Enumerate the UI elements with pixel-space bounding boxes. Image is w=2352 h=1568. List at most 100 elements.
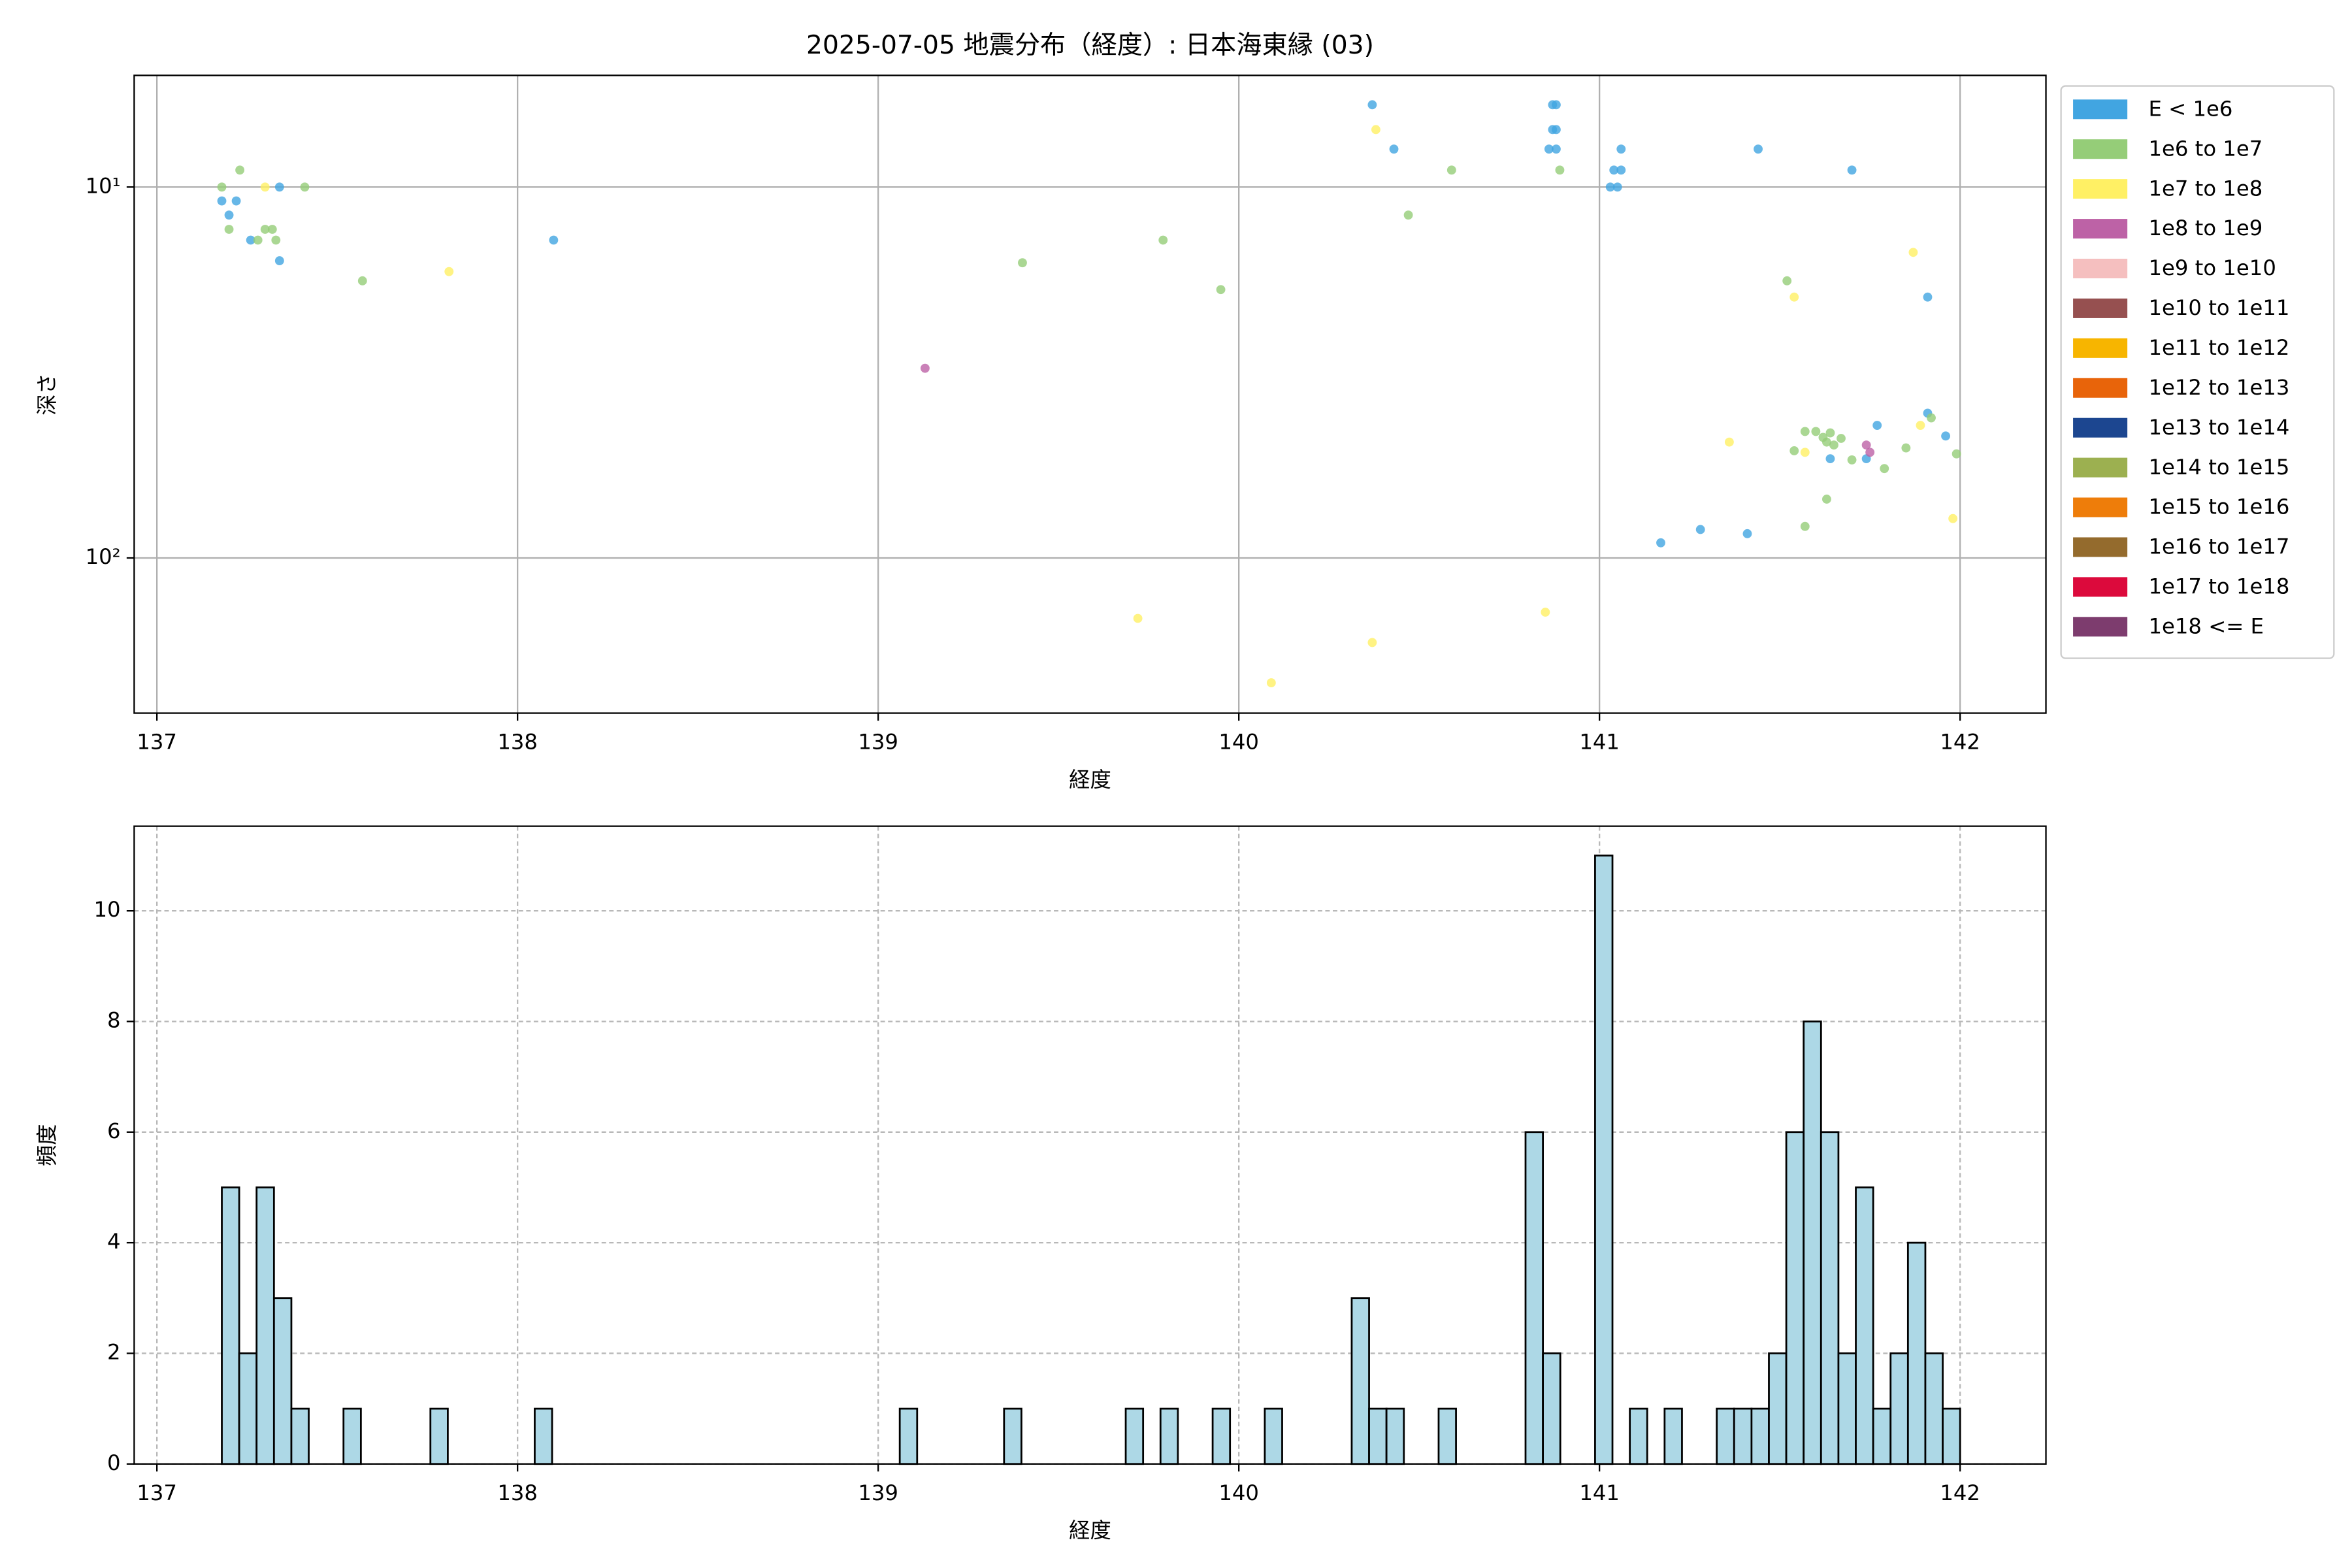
y-tick-label: 10²	[86, 544, 121, 569]
legend-swatch	[2073, 497, 2128, 517]
y-tick-label: 0	[107, 1450, 121, 1475]
histogram-bar	[1820, 1131, 1840, 1465]
data-point	[1555, 165, 1565, 175]
data-point	[1861, 440, 1871, 450]
data-point	[1605, 182, 1615, 192]
data-point	[1941, 431, 1951, 441]
legend-swatch	[2073, 298, 2128, 318]
x-axis-label: 経度	[1069, 767, 1111, 792]
data-point	[1952, 449, 1961, 459]
data-point	[549, 235, 559, 245]
data-point	[1609, 165, 1619, 175]
data-point	[274, 182, 284, 192]
legend-swatch	[2073, 259, 2128, 278]
y-tick-label: 4	[107, 1229, 121, 1254]
x-tick-label: 142	[1940, 730, 1980, 755]
histogram-bar	[1124, 1407, 1145, 1465]
legend-label: 1e7 to 1e8	[2148, 176, 2262, 201]
histogram-bar	[1733, 1407, 1753, 1465]
x-tick-label: 138	[497, 1480, 538, 1505]
legend-label: 1e10 to 1e11	[2148, 295, 2289, 320]
data-point	[1908, 248, 1918, 257]
x-tick-label: 139	[858, 730, 898, 755]
histogram-bar	[1942, 1407, 1961, 1465]
legend-label: 1e18 <= E	[2148, 613, 2264, 638]
histogram-bar	[429, 1407, 449, 1465]
legend-label: 1e6 to 1e7	[2148, 136, 2262, 161]
histogram-bar	[1264, 1407, 1283, 1465]
data-point	[1901, 443, 1911, 453]
legend-label: E < 1e6	[2148, 96, 2232, 121]
data-point	[1389, 144, 1399, 154]
data-point	[231, 196, 241, 206]
y-tick-label: 8	[107, 1007, 121, 1032]
y-tick-label: 6	[107, 1119, 121, 1143]
data-point	[253, 235, 263, 245]
data-point	[1865, 448, 1875, 457]
histogram-bar	[1906, 1241, 1927, 1465]
legend-label: 1e15 to 1e16	[2148, 495, 2289, 519]
histogram-bar	[898, 1407, 919, 1465]
data-point	[1789, 446, 1799, 455]
legend-swatch	[2073, 417, 2128, 438]
legend-label: 1e14 to 1e15	[2148, 455, 2289, 480]
histogram-bar	[1750, 1407, 1770, 1465]
histogram-bar	[1663, 1407, 1683, 1465]
data-point	[1656, 538, 1665, 547]
data-point	[1880, 464, 1889, 474]
histogram-bar	[1594, 855, 1614, 1465]
histogram-bar	[1803, 1021, 1822, 1465]
data-point	[1948, 514, 1958, 523]
data-point	[217, 196, 227, 206]
data-point	[1551, 125, 1561, 135]
data-point	[1789, 292, 1799, 302]
y-tick-label: 10	[94, 897, 121, 922]
histogram-bar	[255, 1186, 275, 1465]
data-point	[1811, 427, 1821, 436]
legend-swatch	[2073, 99, 2128, 120]
histogram-bar	[1855, 1186, 1874, 1465]
data-point	[1923, 292, 1933, 302]
x-tick-label: 137	[137, 1480, 177, 1505]
data-point	[1133, 613, 1143, 623]
data-point	[1800, 448, 1810, 457]
data-point	[1847, 455, 1857, 465]
legend-label: 1e8 to 1e9	[2148, 216, 2262, 240]
data-point	[357, 276, 367, 286]
histogram-bar	[1159, 1407, 1179, 1465]
data-point	[1829, 440, 1838, 450]
data-point	[1158, 235, 1168, 245]
data-point	[1018, 258, 1027, 268]
data-point	[224, 225, 234, 234]
data-point	[267, 225, 277, 234]
data-point	[1266, 678, 1276, 687]
histogram-bar	[1785, 1131, 1805, 1465]
data-point	[1800, 427, 1810, 436]
legend-label: 1e9 to 1e10	[2148, 255, 2276, 280]
data-point	[235, 165, 245, 175]
y-axis-label: 深さ	[35, 373, 59, 416]
legend-swatch	[2073, 617, 2128, 637]
data-point	[1837, 434, 1846, 443]
histogram-bar	[1385, 1407, 1405, 1465]
x-tick-label: 139	[858, 1480, 898, 1505]
histogram-bar	[1211, 1407, 1232, 1465]
data-point	[1825, 454, 1835, 464]
data-point	[1872, 421, 1882, 430]
histogram-bar	[1837, 1352, 1857, 1465]
data-point	[1367, 100, 1377, 110]
x-tick-label: 140	[1218, 730, 1259, 755]
legend-box	[2060, 85, 2335, 659]
legend-swatch	[2073, 537, 2128, 557]
histogram-bar	[1768, 1352, 1788, 1465]
data-point	[1800, 521, 1810, 531]
legend-label: 1e11 to 1e12	[2148, 335, 2289, 360]
x-tick-label: 137	[137, 730, 177, 755]
plot-frame	[133, 74, 2047, 714]
y-tick-label: 10¹	[86, 173, 121, 198]
data-point	[300, 182, 310, 192]
plot-frame	[133, 825, 2047, 1465]
data-point	[1551, 144, 1561, 154]
